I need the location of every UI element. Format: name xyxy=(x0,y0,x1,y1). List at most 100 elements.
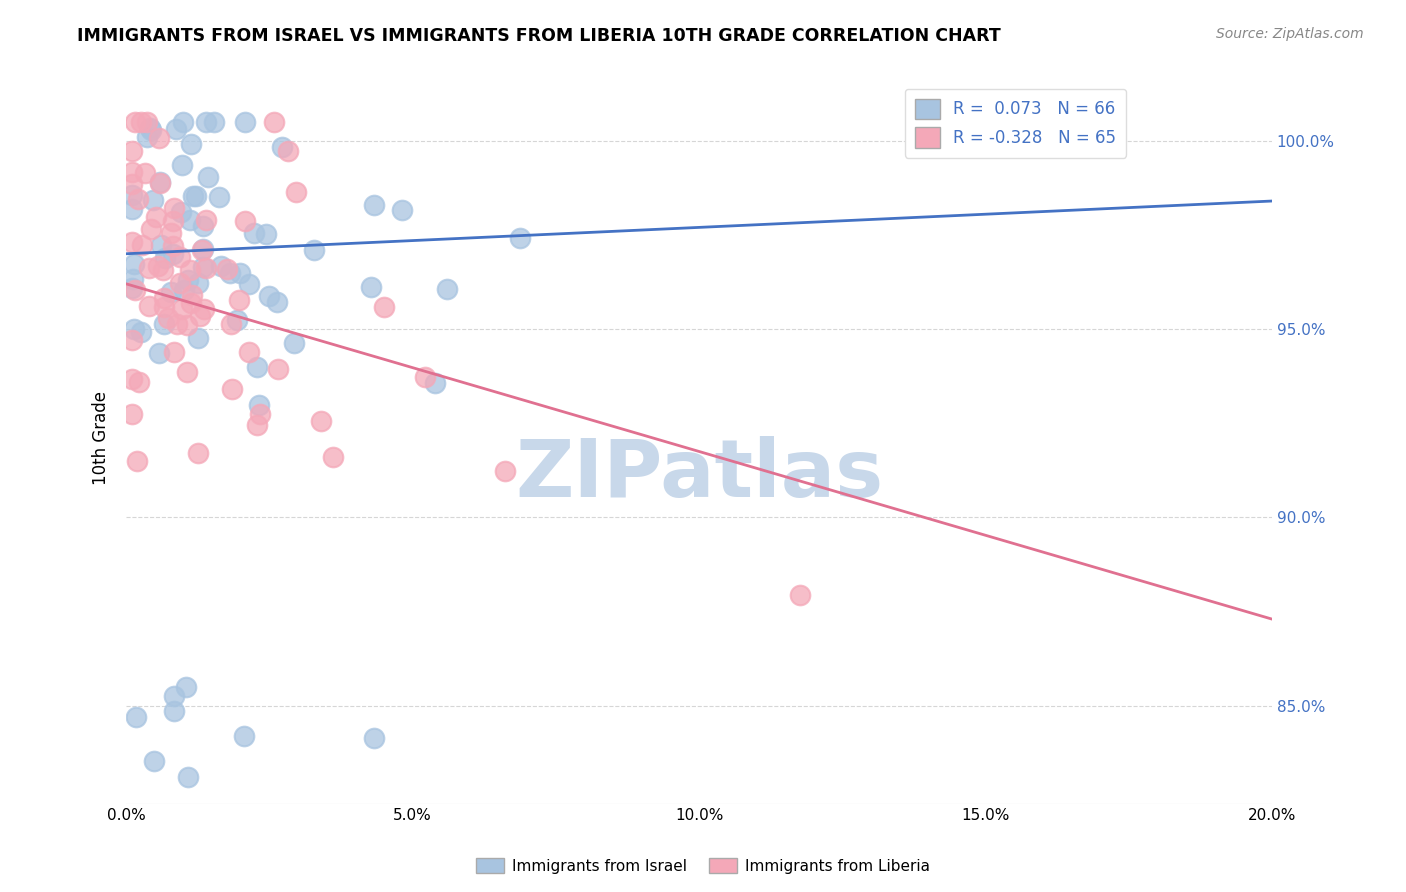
Point xyxy=(148,346,170,360)
Point xyxy=(494,464,516,478)
Point xyxy=(170,158,193,172)
Point xyxy=(181,288,204,302)
Point xyxy=(209,259,232,273)
Point xyxy=(127,192,149,206)
Point xyxy=(177,273,200,287)
Point xyxy=(789,588,811,602)
Point xyxy=(246,417,269,432)
Legend: R =  0.073   N = 66, R = -0.328   N = 65: R = 0.073 N = 66, R = -0.328 N = 65 xyxy=(904,88,1126,158)
Point xyxy=(176,318,198,332)
Point xyxy=(195,115,218,129)
Point xyxy=(425,376,447,390)
Point xyxy=(181,188,204,202)
Point xyxy=(122,322,145,336)
Point xyxy=(509,231,531,245)
Y-axis label: 10th Grade: 10th Grade xyxy=(93,392,110,485)
Point xyxy=(254,227,277,241)
Point xyxy=(128,375,150,389)
Point xyxy=(180,137,202,152)
Point xyxy=(360,280,382,294)
Point xyxy=(134,166,156,180)
Legend: Immigrants from Israel, Immigrants from Liberia: Immigrants from Israel, Immigrants from … xyxy=(470,852,936,880)
Point xyxy=(121,188,143,202)
Point xyxy=(309,414,332,428)
Point xyxy=(124,283,146,297)
Point xyxy=(187,331,209,345)
Point xyxy=(121,407,143,421)
Point xyxy=(153,317,176,331)
Point xyxy=(125,454,148,468)
Point xyxy=(163,201,186,215)
Point xyxy=(283,335,305,350)
Point xyxy=(193,301,215,316)
Point xyxy=(121,202,143,216)
Point xyxy=(162,214,184,228)
Point xyxy=(233,115,256,129)
Point xyxy=(247,398,270,412)
Point xyxy=(122,272,145,286)
Point xyxy=(121,372,143,386)
Point xyxy=(267,362,290,376)
Point xyxy=(135,115,157,129)
Point xyxy=(259,288,281,302)
Point xyxy=(153,300,176,314)
Point xyxy=(219,266,242,280)
Point xyxy=(246,359,269,374)
Point xyxy=(266,295,288,310)
Text: IMMIGRANTS FROM ISRAEL VS IMMIGRANTS FROM LIBERIA 10TH GRADE CORRELATION CHART: IMMIGRANTS FROM ISRAEL VS IMMIGRANTS FRO… xyxy=(77,27,1001,45)
Point xyxy=(138,260,160,275)
Point xyxy=(191,219,214,234)
Point xyxy=(179,263,201,277)
Point xyxy=(129,325,152,339)
Point xyxy=(302,243,325,257)
Point xyxy=(373,300,395,314)
Point xyxy=(131,238,153,252)
Point xyxy=(142,193,165,207)
Point xyxy=(146,260,169,274)
Point xyxy=(184,189,207,203)
Point xyxy=(172,115,194,129)
Point xyxy=(249,407,271,421)
Point xyxy=(139,222,162,236)
Point xyxy=(160,285,183,300)
Point xyxy=(263,115,285,129)
Point xyxy=(121,281,143,295)
Point xyxy=(238,277,260,291)
Point xyxy=(179,212,201,227)
Point xyxy=(191,242,214,256)
Point xyxy=(169,250,191,264)
Point xyxy=(169,277,191,291)
Point xyxy=(124,256,146,270)
Point xyxy=(242,226,264,240)
Point xyxy=(194,260,217,275)
Point xyxy=(153,252,176,266)
Point xyxy=(225,313,247,327)
Point xyxy=(187,276,209,290)
Point xyxy=(121,235,143,249)
Point xyxy=(121,145,143,159)
Point xyxy=(197,169,219,184)
Point xyxy=(148,131,170,145)
Point xyxy=(208,190,231,204)
Point xyxy=(277,144,299,158)
Point xyxy=(173,283,195,297)
Point xyxy=(138,299,160,313)
Point xyxy=(170,205,193,219)
Point xyxy=(391,203,413,218)
Point xyxy=(436,281,458,295)
Point xyxy=(363,731,385,746)
Point xyxy=(125,710,148,724)
Point xyxy=(191,243,214,257)
Point xyxy=(163,690,186,704)
Point xyxy=(121,177,143,191)
Point xyxy=(322,450,344,465)
Point xyxy=(148,176,170,190)
Point xyxy=(142,754,165,768)
Point xyxy=(124,115,146,129)
Point xyxy=(121,165,143,179)
Point xyxy=(156,311,179,326)
Point xyxy=(202,115,225,129)
Point xyxy=(149,175,172,189)
Point xyxy=(145,211,167,225)
Text: Source: ZipAtlas.com: Source: ZipAtlas.com xyxy=(1216,27,1364,41)
